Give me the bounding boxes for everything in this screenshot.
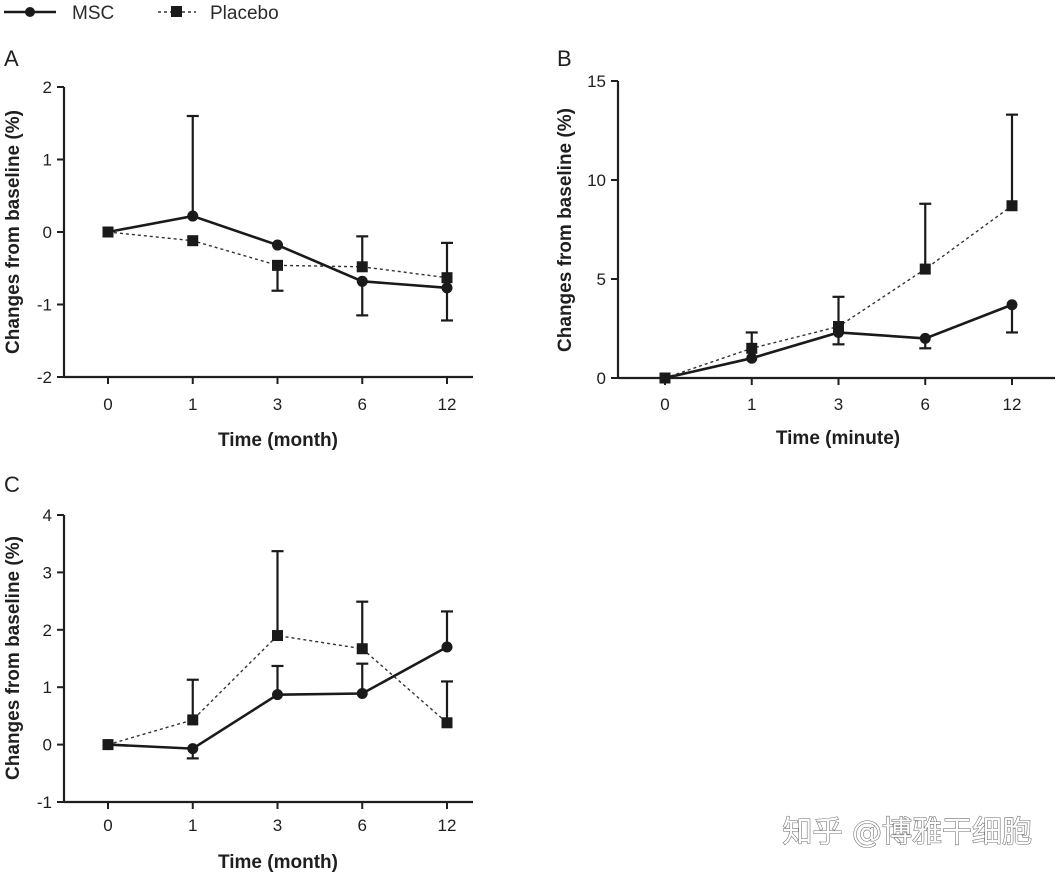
placebo-point-b xyxy=(1006,200,1018,212)
x-tick-label-a: 1 xyxy=(188,395,197,414)
msc-point-a xyxy=(441,282,453,294)
x-axis-title-c: Time (month) xyxy=(218,852,338,873)
placebo-point-a xyxy=(441,272,453,284)
msc-point-a xyxy=(187,210,199,222)
y-axis-title-b: Changes from baseline (%) xyxy=(555,108,576,352)
msc-point-c xyxy=(102,739,114,751)
legend-item-placebo: Placebo xyxy=(158,3,279,24)
panel-b: B Changes from baseline (%) Time (minute… xyxy=(555,46,1055,449)
panel-label-a: A xyxy=(4,46,19,71)
placebo-point-c xyxy=(272,630,283,642)
legend: MSC Placebo xyxy=(4,3,279,24)
x-axis-title-a: Time (month) xyxy=(218,430,338,451)
msc-point-b xyxy=(1006,299,1018,311)
placebo-series-line-b xyxy=(664,205,1013,379)
watermark-text: 知乎 @博雅干细胞 xyxy=(782,815,1032,850)
placebo-point-b xyxy=(919,263,931,275)
y-tick-label-b: 0 xyxy=(597,369,606,388)
legend-msc-marker xyxy=(25,7,35,17)
legend-item-msc: MSC xyxy=(4,3,114,24)
y-tick-label-b: 10 xyxy=(587,171,606,190)
panel-label-c: C xyxy=(4,472,20,497)
x-tick-label-c: 12 xyxy=(438,816,457,835)
x-tick-label-a: 6 xyxy=(358,395,367,414)
placebo-point-a xyxy=(187,235,199,247)
y-tick-label-b: 5 xyxy=(597,270,606,289)
msc-point-b xyxy=(746,352,758,364)
x-tick-label-b: 3 xyxy=(834,395,843,414)
placebo-point-b xyxy=(833,321,844,333)
legend-msc-label: MSC xyxy=(72,3,114,24)
legend-placebo-marker xyxy=(171,6,182,17)
x-axis-title-b: Time (minute) xyxy=(776,428,900,449)
msc-point-c xyxy=(272,689,283,701)
msc-point-c xyxy=(441,641,453,653)
y-axis-title-a: Changes from baseline (%) xyxy=(3,110,24,354)
x-tick-label-b: 1 xyxy=(747,395,756,414)
y-tick-label-b: 15 xyxy=(587,72,606,91)
y-tick-label-c: 4 xyxy=(43,506,52,525)
x-tick-label-c: 0 xyxy=(103,816,112,835)
msc-point-b xyxy=(833,326,844,338)
x-tick-label-c: 6 xyxy=(358,816,367,835)
msc-point-b xyxy=(659,372,671,384)
placebo-point-b xyxy=(746,342,758,354)
placebo-point-a xyxy=(356,261,368,273)
placebo-point-c xyxy=(356,643,368,655)
x-tick-label-b: 12 xyxy=(1003,395,1022,414)
y-tick-label-c: 2 xyxy=(43,621,52,640)
x-tick-label-c: 1 xyxy=(188,816,197,835)
x-tick-label-a: 3 xyxy=(273,395,282,414)
placebo-series-line-a xyxy=(107,231,448,279)
x-tick-label-b: 0 xyxy=(660,395,669,414)
y-tick-label-a: 0 xyxy=(43,223,52,242)
placebo-point-a xyxy=(272,259,283,271)
placebo-point-c xyxy=(441,717,453,729)
y-tick-label-a: -2 xyxy=(37,368,52,387)
x-tick-label-c: 3 xyxy=(273,816,282,835)
y-tick-label-c: -1 xyxy=(37,793,52,812)
x-tick-label-a: 12 xyxy=(438,395,457,414)
msc-point-b xyxy=(919,332,931,344)
panel-a: A Changes from baseline (%) Time (month)… xyxy=(3,46,473,451)
y-tick-label-a: 2 xyxy=(43,78,52,97)
msc-point-a xyxy=(272,239,283,251)
msc-point-c xyxy=(187,743,199,755)
placebo-point-c xyxy=(187,714,199,726)
panel-label-b: B xyxy=(557,46,572,71)
y-axis-title-c: Changes from baseline (%) xyxy=(3,536,24,780)
y-tick-label-c: 3 xyxy=(43,563,52,582)
y-tick-label-a: -1 xyxy=(37,296,52,315)
msc-point-a xyxy=(102,226,114,238)
msc-point-a xyxy=(356,275,368,287)
x-tick-label-b: 6 xyxy=(921,395,930,414)
x-tick-label-a: 0 xyxy=(103,395,112,414)
y-tick-label-a: 1 xyxy=(43,151,52,170)
y-tick-label-c: 1 xyxy=(43,678,52,697)
legend-placebo-label: Placebo xyxy=(210,3,279,24)
y-tick-label-c: 0 xyxy=(43,736,52,755)
panel-c: C Changes from baseline (%) Time (month)… xyxy=(3,472,473,873)
placebo-series-line-c xyxy=(107,634,448,746)
msc-point-c xyxy=(356,688,368,700)
